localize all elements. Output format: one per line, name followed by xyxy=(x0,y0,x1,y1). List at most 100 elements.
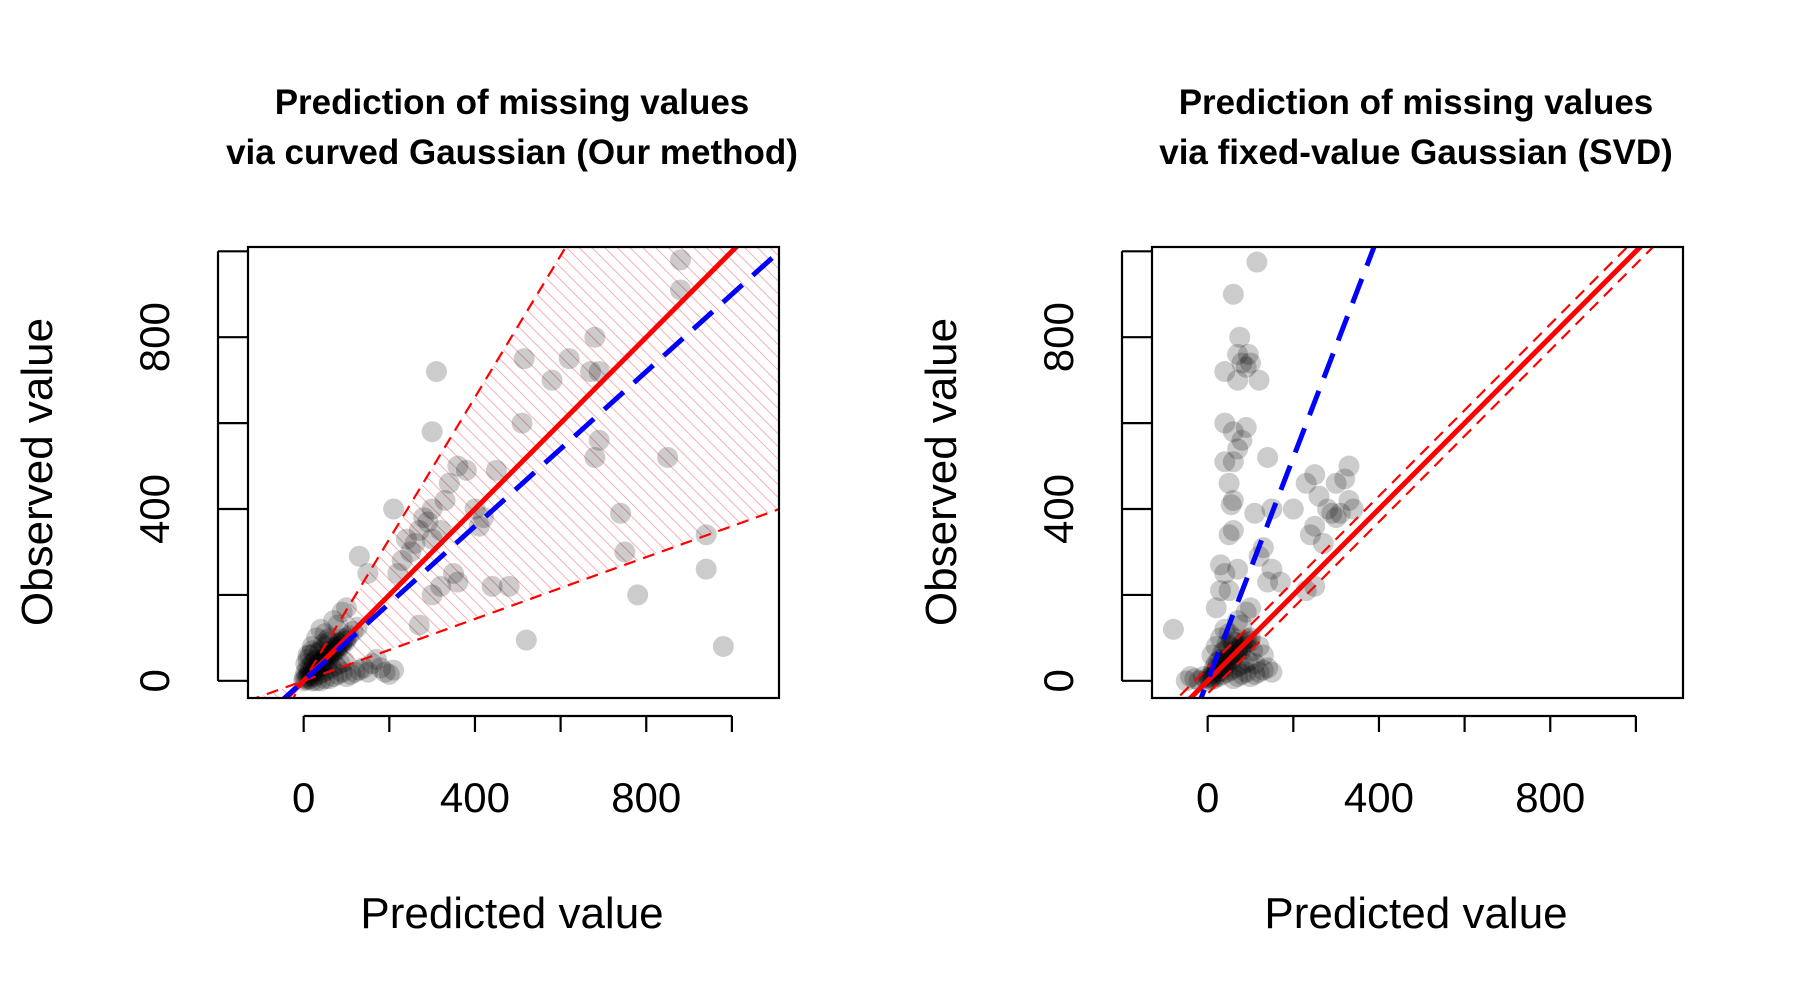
y-tick-label: 0 xyxy=(1035,669,1082,692)
data-point xyxy=(391,550,413,572)
data-point xyxy=(408,614,430,636)
data-point xyxy=(1222,519,1244,541)
data-point xyxy=(443,562,465,584)
y-tick-label: 800 xyxy=(131,302,178,372)
data-point xyxy=(584,326,606,348)
data-point xyxy=(1222,283,1244,305)
data-point xyxy=(335,597,357,619)
data-point xyxy=(400,541,422,563)
data-point xyxy=(1231,429,1253,451)
data-point xyxy=(348,545,370,567)
data-point xyxy=(1222,489,1244,511)
data-point xyxy=(1252,644,1274,666)
data-point xyxy=(712,635,734,657)
data-point xyxy=(1227,438,1249,460)
data-point xyxy=(1261,661,1283,683)
data-point xyxy=(1248,369,1270,391)
x-axis: 0 400 800 xyxy=(292,714,733,821)
lines-layer xyxy=(1176,247,1655,698)
data-point xyxy=(421,584,443,606)
data-point xyxy=(1239,352,1261,374)
data-point xyxy=(1338,455,1360,477)
data-point xyxy=(1214,451,1236,473)
data-point xyxy=(1235,661,1257,683)
title-line-1: Prediction of missing values xyxy=(275,83,750,122)
data-point xyxy=(1308,485,1330,507)
data-point xyxy=(1218,472,1240,494)
data-point xyxy=(383,498,405,520)
data-point xyxy=(327,614,349,636)
x-axis-label: Predicted value xyxy=(1264,889,1567,938)
title-line-1: Prediction of missing values xyxy=(1179,83,1654,122)
data-point xyxy=(1237,343,1259,365)
data-point xyxy=(1205,635,1227,657)
panel-left: Prediction of missing values via curved … xyxy=(13,83,798,938)
data-point xyxy=(314,623,336,645)
data-point xyxy=(357,562,379,584)
data-point xyxy=(584,446,606,468)
data-point xyxy=(1244,653,1266,675)
y-axis-label: Observed value xyxy=(13,318,62,626)
reference-line xyxy=(1198,247,1377,698)
data-point xyxy=(1325,507,1347,529)
data-point xyxy=(515,629,537,651)
x-axis: 0 400 800 xyxy=(1196,714,1637,821)
y-tick-label: 800 xyxy=(1035,302,1082,372)
data-point xyxy=(1222,421,1244,443)
data-point xyxy=(468,515,490,537)
data-point xyxy=(1321,502,1343,524)
data-point xyxy=(1338,489,1360,511)
data-point xyxy=(1205,597,1227,619)
data-point xyxy=(333,650,355,672)
data-point xyxy=(417,511,439,533)
data-point xyxy=(430,575,452,597)
data-point xyxy=(378,663,400,685)
data-point xyxy=(558,348,580,370)
data-point xyxy=(434,489,456,511)
data-point xyxy=(498,575,520,597)
data-point xyxy=(395,528,417,550)
data-point xyxy=(438,472,460,494)
data-point xyxy=(1295,472,1317,494)
data-point xyxy=(1210,554,1232,576)
x-tick-label: 400 xyxy=(1344,774,1414,821)
data-point xyxy=(1180,666,1202,688)
data-point xyxy=(1257,571,1279,593)
data-point xyxy=(511,412,533,434)
y-tick-label: 400 xyxy=(131,474,178,544)
data-point xyxy=(670,249,692,271)
title-line-2: via curved Gaussian (Our method) xyxy=(226,133,798,172)
data-point xyxy=(1304,515,1326,537)
data-point xyxy=(1269,571,1291,593)
data-point xyxy=(335,666,357,688)
data-point xyxy=(1218,524,1240,546)
data-point xyxy=(580,361,602,383)
data-point xyxy=(447,455,469,477)
data-point xyxy=(1233,653,1255,675)
data-point xyxy=(1184,668,1206,690)
data-point xyxy=(1231,663,1253,685)
x-axis-label: Predicted value xyxy=(360,889,663,938)
data-point xyxy=(481,575,503,597)
plot-frame xyxy=(246,245,781,700)
data-point xyxy=(1231,614,1253,636)
fit-line xyxy=(1187,247,1644,698)
data-point xyxy=(588,429,610,451)
data-point xyxy=(1261,558,1283,580)
data-point xyxy=(365,648,387,670)
data-point xyxy=(1317,498,1339,520)
data-point xyxy=(318,627,340,649)
data-point xyxy=(1162,618,1184,640)
data-point xyxy=(383,659,405,681)
data-point xyxy=(1248,661,1270,683)
data-point xyxy=(301,640,323,662)
data-point xyxy=(357,661,379,683)
data-point xyxy=(306,627,328,649)
data-point xyxy=(1214,412,1236,434)
data-point xyxy=(614,541,636,563)
data-point xyxy=(657,446,679,468)
data-point xyxy=(1239,597,1261,619)
data-point xyxy=(1257,657,1279,679)
data-point xyxy=(1239,666,1261,688)
